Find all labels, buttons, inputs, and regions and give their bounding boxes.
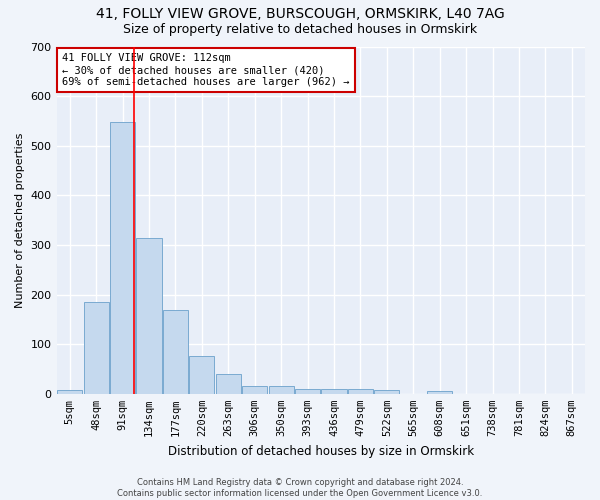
Bar	[374, 390, 400, 394]
Bar	[136, 238, 161, 394]
Text: Contains HM Land Registry data © Crown copyright and database right 2024.
Contai: Contains HM Land Registry data © Crown c…	[118, 478, 482, 498]
Text: Size of property relative to detached houses in Ormskirk: Size of property relative to detached ho…	[123, 22, 477, 36]
Text: 41 FOLLY VIEW GROVE: 112sqm
← 30% of detached houses are smaller (420)
69% of se: 41 FOLLY VIEW GROVE: 112sqm ← 30% of det…	[62, 54, 349, 86]
Text: 41, FOLLY VIEW GROVE, BURSCOUGH, ORMSKIRK, L40 7AG: 41, FOLLY VIEW GROVE, BURSCOUGH, ORMSKIR…	[95, 8, 505, 22]
Bar	[83, 302, 109, 394]
Bar	[427, 392, 452, 394]
Bar	[269, 386, 293, 394]
Bar	[190, 356, 214, 394]
Bar	[295, 389, 320, 394]
Bar	[216, 374, 241, 394]
Bar	[242, 386, 267, 394]
Bar	[163, 310, 188, 394]
Bar	[110, 122, 135, 394]
Bar	[57, 390, 82, 394]
Bar	[322, 389, 347, 394]
Bar	[348, 389, 373, 394]
X-axis label: Distribution of detached houses by size in Ormskirk: Distribution of detached houses by size …	[168, 444, 474, 458]
Y-axis label: Number of detached properties: Number of detached properties	[15, 132, 25, 308]
